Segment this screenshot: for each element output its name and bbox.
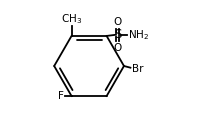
Text: NH$_2$: NH$_2$ [128,28,149,42]
Text: S: S [114,28,121,41]
Text: F: F [58,91,63,101]
Text: CH$_3$: CH$_3$ [61,12,82,26]
Text: O: O [113,17,122,27]
Text: O: O [113,43,122,53]
Text: Br: Br [132,64,144,74]
